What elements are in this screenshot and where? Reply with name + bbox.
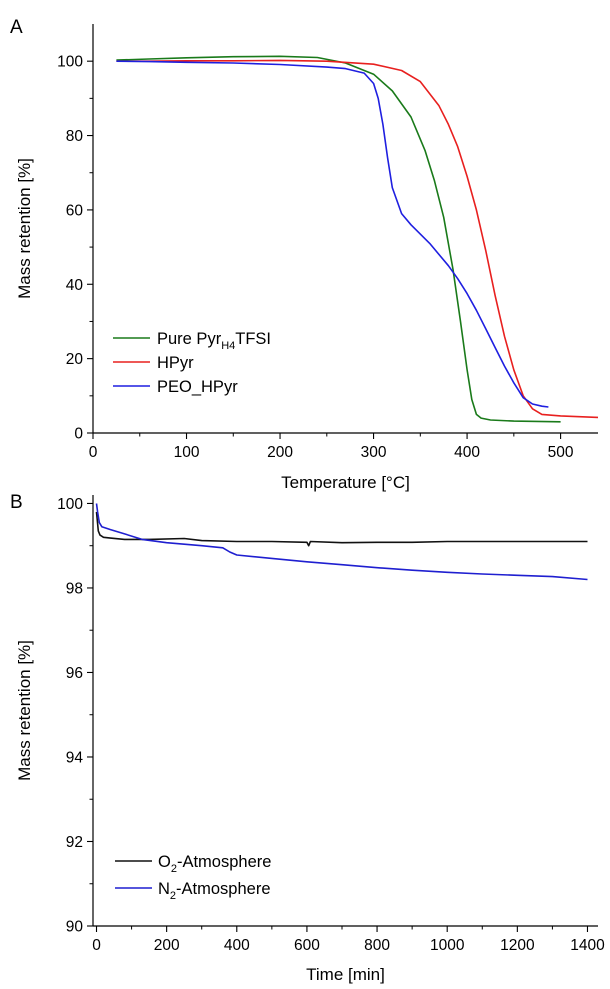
- y-tick-label: 96: [66, 665, 83, 682]
- x-tick-label: 200: [267, 444, 293, 461]
- x-tick-label: 500: [548, 444, 574, 461]
- y-tick-label: 0: [74, 426, 83, 443]
- legend-label: O2-Atmosphere: [158, 853, 271, 875]
- legend-name: PEO_HPyr: [157, 378, 238, 396]
- x-axis-title: Time [min]: [306, 965, 385, 984]
- legend-name: N: [158, 880, 170, 898]
- x-tick-label: 200: [154, 937, 180, 954]
- x-tick-label: 300: [361, 444, 387, 461]
- panel-label: A: [10, 17, 23, 38]
- y-tick-label: 100: [57, 496, 83, 513]
- legend-name-subscript: 2: [171, 863, 177, 875]
- chart-b: B 0 200 400 600 800 1000 1200 1400 90 92 94 96 98 100 T…: [10, 492, 605, 984]
- legend-label: N2-Atmosphere: [158, 880, 271, 902]
- legend-name-suffix: TFSI: [235, 330, 271, 348]
- y-tick-label: 100: [57, 54, 83, 71]
- y-tick-label: 90: [66, 919, 84, 936]
- x-tick-label: 100: [174, 444, 200, 461]
- y-tick-label: 80: [66, 128, 84, 145]
- y-tick-label: 94: [66, 749, 84, 766]
- x-tick-label: 800: [364, 937, 390, 954]
- x-tick-label: 0: [89, 444, 98, 461]
- y-axis-title: Mass retention [%]: [15, 640, 34, 781]
- legend-name: Pure Pyr: [157, 330, 222, 348]
- x-axis-title: Temperature [°C]: [281, 473, 410, 492]
- legend-name-suffix: -Atmosphere: [176, 880, 270, 898]
- x-tick-label: 0: [92, 937, 101, 954]
- legend-label: HPyr: [157, 354, 194, 372]
- legend-name-subscript: 2: [170, 890, 176, 902]
- y-axis-title: Mass retention [%]: [15, 158, 34, 299]
- y-tick-label: 20: [66, 351, 84, 368]
- series-line-1: [116, 55, 561, 423]
- x-tick-label: 400: [454, 444, 480, 461]
- y-tick-label: 92: [66, 834, 83, 851]
- x-tick-label: 1400: [570, 937, 605, 954]
- y-tick-label: 60: [66, 202, 84, 219]
- x-tick-label: 1200: [500, 937, 535, 954]
- y-tick-label: 98: [66, 580, 83, 597]
- chart-a: A 0 100 200 300 400 500 0 20 40 60 80 100 Temperature…: [10, 17, 599, 492]
- panel-label: B: [10, 492, 23, 513]
- legend-label: Pure PyrH4TFSI: [157, 330, 271, 352]
- x-tick-label: 600: [294, 937, 320, 954]
- legend-name: O: [158, 853, 171, 871]
- legend-label: PEO_HPyr: [157, 378, 238, 396]
- series-line-2: [95, 503, 588, 581]
- series-line-1: [95, 511, 588, 547]
- legend-name-subscript: H4: [221, 340, 235, 352]
- legend-name: HPyr: [157, 354, 194, 372]
- legend-name-suffix: -Atmosphere: [177, 853, 271, 871]
- x-tick-label: 1000: [430, 937, 465, 954]
- series-line-3: [116, 60, 549, 408]
- x-tick-label: 400: [224, 937, 250, 954]
- y-tick-label: 40: [66, 277, 84, 294]
